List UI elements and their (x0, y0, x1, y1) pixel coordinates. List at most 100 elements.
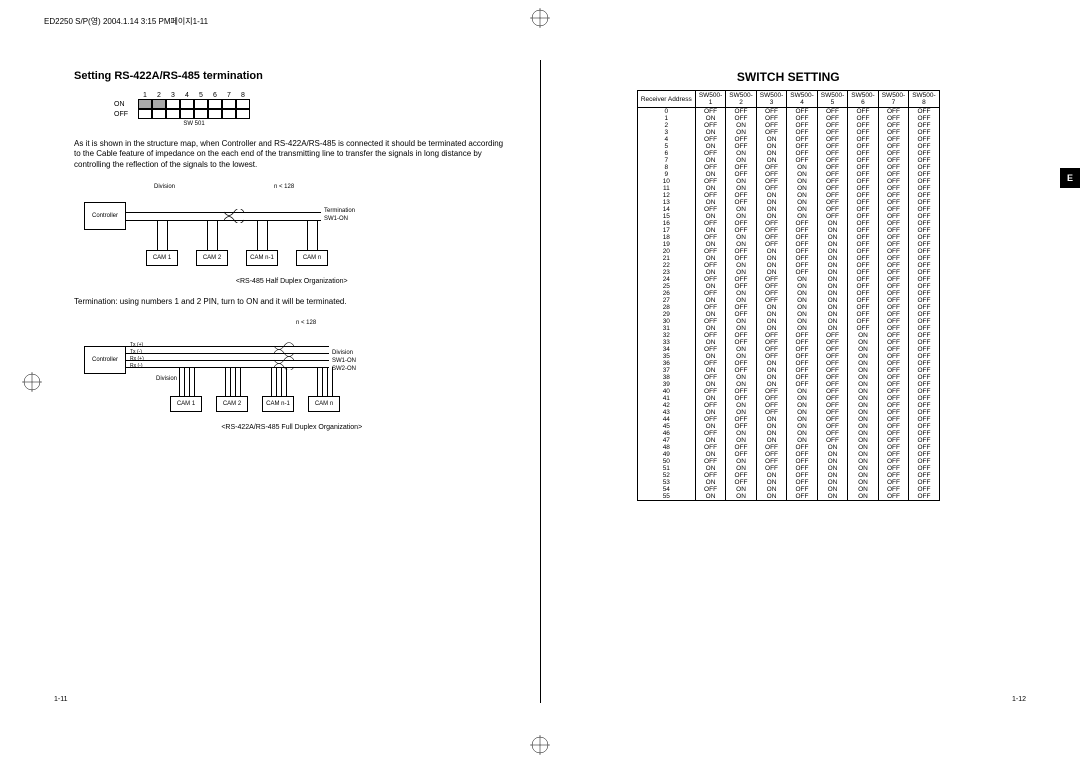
table-cell: ON (817, 486, 847, 493)
table-cell: ON (787, 192, 817, 199)
table-cell: OFF (909, 430, 939, 437)
table-cell: OFF (848, 255, 878, 262)
table-cell: OFF (909, 444, 939, 451)
table-cell: ON (726, 241, 756, 248)
crop-mark-left (22, 372, 42, 392)
table-cell: OFF (848, 206, 878, 213)
table-cell: 39 (637, 381, 695, 388)
table-cell: ON (848, 353, 878, 360)
table-row: 46OFFONONONOFFONOFFOFF (637, 430, 939, 437)
table-cell: OFF (695, 248, 725, 255)
table-cell: OFF (878, 423, 908, 430)
table-cell: ON (787, 178, 817, 185)
table-cell: 23 (637, 269, 695, 276)
table-cell: OFF (878, 234, 908, 241)
table-cell: OFF (787, 472, 817, 479)
dip-cell (194, 109, 208, 119)
table-cell: OFF (756, 234, 786, 241)
table-cell: ON (726, 353, 756, 360)
table-row: 42OFFONOFFONOFFONOFFOFF (637, 402, 939, 409)
table-cell: OFF (756, 122, 786, 129)
table-cell: OFF (695, 206, 725, 213)
table-cell: 4 (637, 136, 695, 143)
table-cell: ON (726, 346, 756, 353)
table-cell: ON (726, 381, 756, 388)
table-cell: OFF (817, 332, 847, 339)
table-cell: ON (726, 269, 756, 276)
table-cell: ON (848, 451, 878, 458)
table-cell: OFF (817, 423, 847, 430)
table-cell: OFF (756, 444, 786, 451)
table-row: 22OFFONONOFFONOFFOFFOFF (637, 262, 939, 269)
table-cell: ON (817, 290, 847, 297)
table-row: 25ONOFFOFFONONOFFOFFOFF (637, 283, 939, 290)
table-cell: 9 (637, 171, 695, 178)
table-row: 19ONONOFFOFFONOFFOFFOFF (637, 241, 939, 248)
side-tab-e: E (1060, 168, 1080, 188)
table-cell: OFF (909, 192, 939, 199)
table-cell: ON (726, 129, 756, 136)
table-cell: ON (848, 486, 878, 493)
left-page: Setting RS-422A/RS-485 termination 12345… (44, 60, 540, 703)
table-row: 32OFFOFFOFFOFFOFFONOFFOFF (637, 332, 939, 339)
table-cell: OFF (878, 493, 908, 501)
table-cell: OFF (848, 227, 878, 234)
table-cell: OFF (817, 416, 847, 423)
dip-switch-diagram: 12345678 ON OFF SW 501 (114, 92, 510, 127)
table-cell: ON (695, 213, 725, 220)
table-cell: ON (817, 234, 847, 241)
table-cell: OFF (756, 388, 786, 395)
table-cell: 29 (637, 311, 695, 318)
table-cell: OFF (909, 388, 939, 395)
table-cell: ON (726, 437, 756, 444)
table-row: 17ONOFFOFFOFFONOFFOFFOFF (637, 227, 939, 234)
table-cell: OFF (695, 262, 725, 269)
table-cell: ON (726, 262, 756, 269)
table-cell: OFF (817, 437, 847, 444)
table-cell: 55 (637, 493, 695, 501)
table-cell: OFF (909, 402, 939, 409)
table-cell: OFF (726, 164, 756, 171)
table-cell: 32 (637, 332, 695, 339)
table-cell: ON (726, 465, 756, 472)
table-cell: OFF (909, 276, 939, 283)
table-cell: ON (756, 430, 786, 437)
table-cell: OFF (726, 115, 756, 122)
table-row: 24OFFOFFOFFONONOFFOFFOFF (637, 276, 939, 283)
table-cell: OFF (787, 157, 817, 164)
table-row: 2OFFONOFFOFFOFFOFFOFFOFF (637, 122, 939, 129)
table-cell: ON (787, 395, 817, 402)
table-cell: OFF (787, 451, 817, 458)
table-cell: ON (695, 185, 725, 192)
table-cell: ON (695, 255, 725, 262)
doc-header-info: ED2250 S/P(영) 2004.1.14 3:15 PM페이지1-11 (44, 16, 208, 27)
table-cell: OFF (756, 339, 786, 346)
table-cell: OFF (756, 451, 786, 458)
table-cell: 28 (637, 304, 695, 311)
n128-label: n < 128 (274, 184, 294, 190)
table-cell: OFF (878, 304, 908, 311)
table-cell: ON (787, 185, 817, 192)
table-cell: OFF (817, 136, 847, 143)
table-cell: OFF (695, 430, 725, 437)
table-cell: OFF (695, 136, 725, 143)
table-cell: 51 (637, 465, 695, 472)
table-cell: OFF (909, 318, 939, 325)
table-cell: OFF (817, 346, 847, 353)
table-cell: ON (726, 486, 756, 493)
table-cell: OFF (909, 115, 939, 122)
table-cell: ON (848, 458, 878, 465)
table-cell: ON (695, 241, 725, 248)
table-cell: OFF (878, 157, 908, 164)
table-cell: OFF (817, 381, 847, 388)
table-cell: ON (695, 437, 725, 444)
table-cell: 20 (637, 248, 695, 255)
table-cell: OFF (909, 353, 939, 360)
dip-off-label: OFF (114, 111, 138, 118)
table-cell: OFF (878, 388, 908, 395)
table-cell: 19 (637, 241, 695, 248)
table-cell: ON (756, 325, 786, 332)
dip-cell (138, 99, 152, 109)
table-cell: OFF (787, 479, 817, 486)
table-cell: OFF (787, 150, 817, 157)
